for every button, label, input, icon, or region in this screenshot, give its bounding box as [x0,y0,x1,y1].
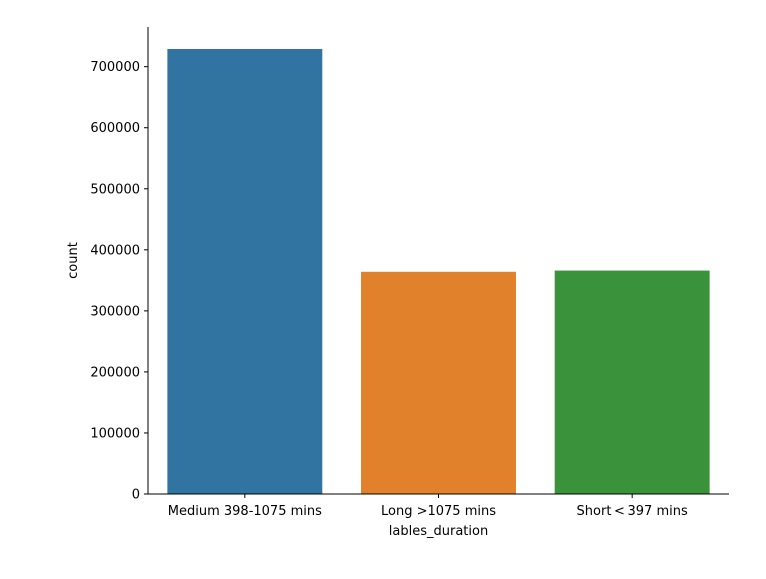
x-tick-label-1: Long >1075 mins [381,504,496,519]
x-tick-label-0: Medium 398-1075 mins [168,504,322,519]
y-tick-label-4: 400000 [90,243,140,258]
x-tick-label-2: Short < 397 mins [577,504,688,519]
y-tick-label-6: 600000 [90,121,140,136]
bar-0 [167,48,323,494]
y-tick-label-3: 300000 [90,304,140,319]
x-axis-ticks: Medium 398-1075 mins Long >1075 mins Short… [168,494,688,519]
y-tick-label-5: 500000 [90,182,140,197]
y-tick-label-7: 700000 [90,60,140,75]
bar-1 [361,271,516,494]
bar-2 [554,270,710,494]
y-tick-label-0: 0 [132,488,140,503]
bars-group [167,48,710,494]
y-tick-label-1: 100000 [90,426,140,441]
y-axis-ticks: 0 100000 200000 300000 400000 500000 600000 700… [90,60,148,503]
x-axis-label: lables_duration [389,524,488,539]
y-axis-label: count [66,242,81,279]
y-tick-label-2: 200000 [90,365,140,380]
